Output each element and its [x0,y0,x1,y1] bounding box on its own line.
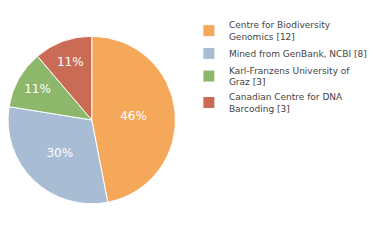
svg-text:Canadian Centre for DNABarcodi: Canadian Centre for DNABarcoding [3] [229,92,343,114]
svg-text:Centre for BiodiversityGenomic: Centre for BiodiversityGenomics [12] [229,20,331,42]
svg-text:46%: 46% [120,109,147,123]
svg-text:30%: 30% [46,146,73,160]
svg-text:Karl-Franzens University ofGra: Karl-Franzens University ofGraz [3] [229,66,350,88]
svg-text:Mined from GenBank, NCBI [8]: Mined from GenBank, NCBI [8] [229,49,367,59]
svg-text:11%: 11% [24,82,51,96]
svg-text:11%: 11% [57,55,84,69]
